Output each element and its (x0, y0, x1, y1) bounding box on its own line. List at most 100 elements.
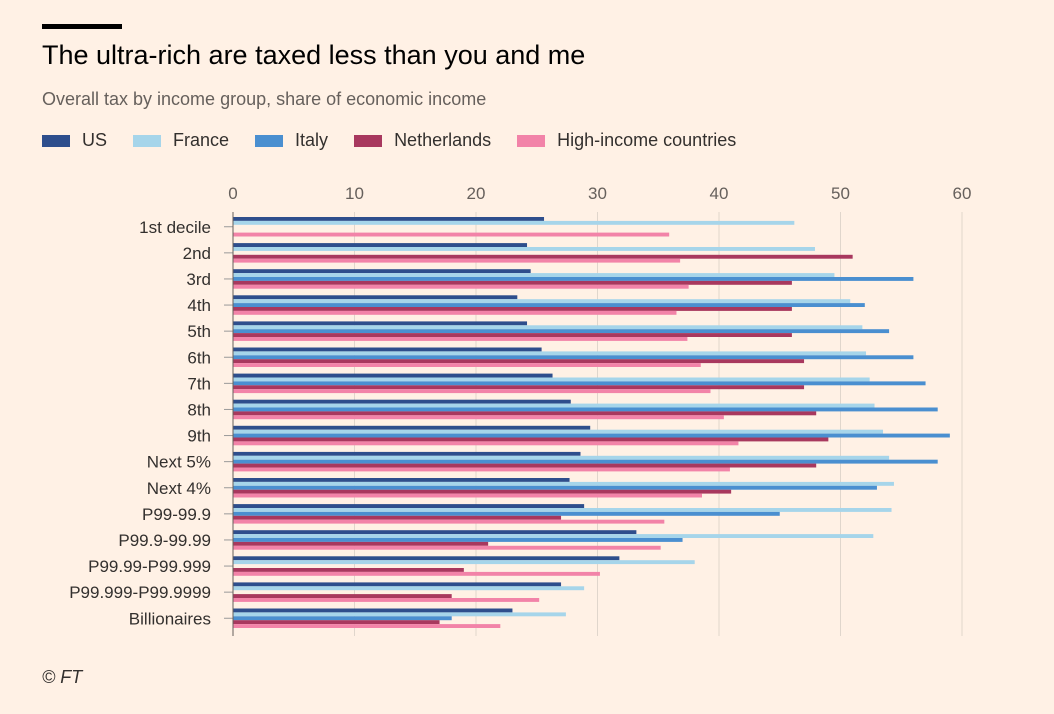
bar-high-income-countries-next-5 (233, 467, 730, 472)
category-label-next-4: Next 4% (147, 479, 211, 498)
bar-italy-p99-9-99-99 (233, 538, 683, 542)
bar-us-p99-9-99-99 (233, 530, 637, 535)
bar-us-next-5 (233, 451, 581, 456)
bar-us-4th (233, 295, 518, 300)
legend-item-netherlands: Netherlands (354, 130, 491, 151)
bar-france-p99-9-99-99 (233, 534, 874, 538)
bar-italy-next-5 (233, 459, 938, 464)
bar-france-5th (233, 325, 863, 330)
legend-swatch-netherlands (354, 134, 383, 147)
x-tick-label-20: 20 (467, 184, 486, 203)
bar-france-8th (233, 403, 875, 408)
bar-high-income-countries-p99-99-9 (233, 519, 665, 524)
legend-swatch-high-income (517, 134, 546, 147)
bar-france-3rd (233, 273, 835, 277)
legend-swatch-us (42, 134, 70, 147)
bar-high-income-countries-5th (233, 337, 688, 341)
bar-high-income-countries-2nd (233, 258, 681, 263)
x-tick-label-0: 0 (228, 184, 237, 203)
bar-us-6th (233, 347, 542, 352)
bar-netherlands-p99-99-p99-999 (233, 568, 464, 572)
bar-netherlands-p99-999-p99-9999 (233, 594, 452, 598)
category-label-5th: 5th (187, 322, 211, 341)
bar-france-p99-99-9 (233, 508, 892, 512)
source-credit: © FT (42, 667, 83, 687)
chart-title: The ultra-rich are taxed less than you a… (42, 40, 586, 70)
bar-us-1st-decile (233, 217, 545, 221)
bar-italy-p99-99-9 (233, 511, 780, 516)
legend-swatch-italy (255, 134, 284, 147)
bar-us-billionaires (233, 608, 513, 613)
category-label-p99-99-p99-999: P99.99-P99.999 (88, 557, 211, 576)
bar-italy-9th (233, 433, 950, 438)
bar-italy-billionaires (233, 616, 452, 621)
bar-netherlands-8th (233, 411, 817, 416)
bar-france-6th (233, 351, 867, 356)
category-label-next-5: Next 5% (147, 453, 211, 472)
bar-high-income-countries-billionaires (233, 624, 501, 628)
bar-france-p99-99-p99-999 (233, 560, 695, 565)
bar-france-p99-999-p99-9999 (233, 586, 585, 591)
bar-us-p99-99-9 (233, 504, 585, 508)
bar-france-2nd (233, 247, 815, 251)
bar-us-9th (233, 425, 591, 430)
bar-netherlands-6th (233, 359, 805, 364)
bar-italy-5th (233, 329, 890, 334)
category-label-3rd: 3rd (186, 270, 211, 289)
bar-france-7th (233, 377, 870, 382)
x-tick-label-10: 10 (345, 184, 364, 203)
category-label-billionaires: Billionaires (129, 609, 211, 628)
bar-france-1st-decile (233, 220, 795, 225)
bar-us-7th (233, 373, 553, 378)
bar-us-p99-999-p99-9999 (233, 582, 562, 587)
bar-high-income-countries-7th (233, 389, 711, 394)
category-label-6th: 6th (187, 348, 211, 367)
bar-italy-8th (233, 407, 938, 412)
header-rule (42, 24, 122, 29)
x-tick-label-40: 40 (710, 184, 729, 203)
bar-us-8th (233, 399, 571, 404)
bar-netherlands-next-4 (233, 489, 732, 494)
bar-high-income-countries-1st-decile (233, 232, 670, 237)
x-tick-label-60: 60 (953, 184, 972, 203)
bar-netherlands-next-5 (233, 463, 817, 468)
bar-italy-7th (233, 381, 926, 386)
bar-high-income-countries-4th (233, 310, 677, 315)
bar-us-p99-99-p99-999 (233, 556, 620, 561)
bar-high-income-countries-3rd (233, 284, 689, 289)
bar-france-next-5 (233, 455, 890, 460)
x-tick-label-50: 50 (831, 184, 850, 203)
bar-us-2nd (233, 243, 528, 247)
bar-high-income-countries-p99-9-99-99 (233, 545, 661, 550)
bar-netherlands-7th (233, 385, 805, 390)
category-label-2nd: 2nd (183, 244, 211, 263)
bar-netherlands-5th (233, 333, 792, 337)
category-label-7th: 7th (187, 374, 211, 393)
legend-swatch-france (133, 134, 162, 147)
bar-italy-3rd (233, 277, 914, 281)
legend-item-us: US (42, 130, 107, 151)
bar-us-next-4 (233, 478, 570, 482)
bar-netherlands-9th (233, 437, 829, 442)
bar-us-3rd (233, 269, 531, 274)
legend-item-high-income: High-income countries (517, 130, 736, 151)
bar-high-income-countries-6th (233, 363, 701, 367)
bar-high-income-countries-p99-99-p99-999 (233, 571, 600, 576)
bar-netherlands-3rd (233, 280, 792, 285)
bar-italy-4th (233, 303, 865, 307)
bar-netherlands-billionaires (233, 620, 440, 625)
bar-high-income-countries-p99-999-p99-9999 (233, 598, 540, 602)
chart-subtitle: Overall tax by income group, share of ec… (42, 89, 487, 109)
bar-netherlands-p99-99-9 (233, 515, 562, 520)
bar-high-income-countries-9th (233, 441, 739, 446)
bar-netherlands-4th (233, 307, 792, 311)
category-label-9th: 9th (187, 427, 211, 446)
category-label-p99-9-99-99: P99.9-99.99 (118, 531, 211, 550)
bar-france-9th (233, 429, 884, 434)
bar-france-4th (233, 299, 851, 304)
category-label-4th: 4th (187, 296, 211, 315)
bar-netherlands-p99-9-99-99 (233, 541, 489, 546)
x-tick-label-30: 30 (588, 184, 607, 203)
legend-label-italy: Italy (295, 130, 329, 150)
